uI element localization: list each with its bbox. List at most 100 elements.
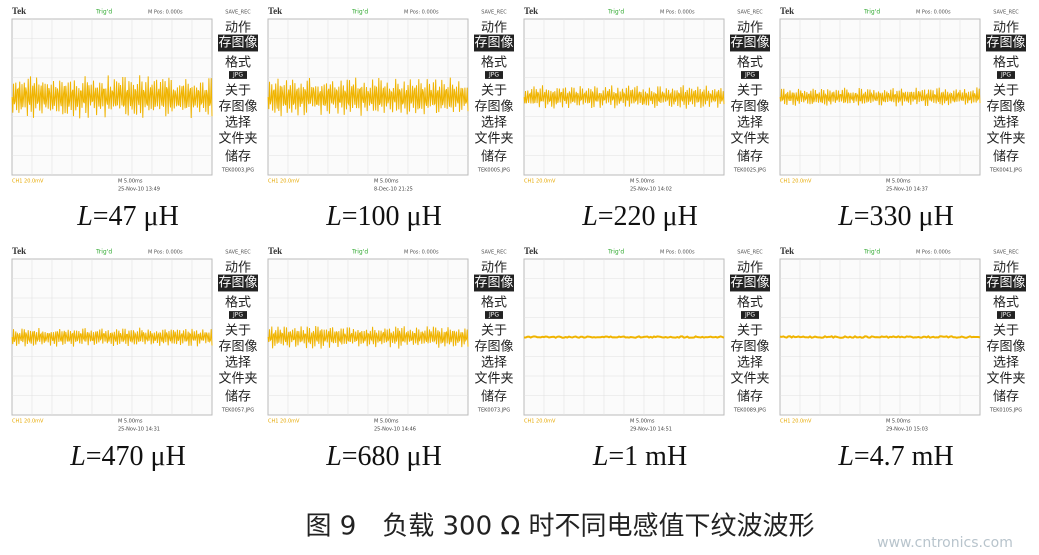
panel-label: L=100 μH xyxy=(325,201,442,232)
label-value: =470 μH xyxy=(86,441,186,472)
menu-highlight xyxy=(229,71,247,79)
date: 25-Nov-10 14:37 xyxy=(886,187,928,193)
menu-item: 储存 xyxy=(737,150,763,165)
menu-item: 文件夹 xyxy=(730,132,769,147)
menu-item: 存图像 xyxy=(218,340,257,355)
menu-item: 存图像 xyxy=(218,276,257,291)
label-value: =220 μH xyxy=(598,201,698,232)
file-name: TEK0005.JPG xyxy=(477,168,510,174)
menu-highlight xyxy=(730,34,770,52)
timebase: M 5.00ms xyxy=(630,419,655,425)
menu-item: 文件夹 xyxy=(730,372,769,387)
channel-info: CH1 20.0mV xyxy=(780,179,812,185)
scope-mpos: M Pos: 0.000s xyxy=(916,250,951,256)
menu-item: 格式 xyxy=(481,55,507,71)
label-variable: L xyxy=(592,441,609,472)
menu-item: 动作 xyxy=(993,261,1019,276)
menu-item: 动作 xyxy=(225,21,251,36)
scope-trig: Trig'd xyxy=(607,249,624,256)
panel-label: L=47 μH xyxy=(76,201,179,232)
menu-item: 储存 xyxy=(737,390,763,405)
waveform xyxy=(779,335,981,339)
menu-item: 格式 xyxy=(737,55,763,71)
menu-item: 动作 xyxy=(737,261,763,276)
menu-item: 存图像 xyxy=(218,100,257,115)
menu-highlight xyxy=(997,311,1015,319)
menu-item: 存图像 xyxy=(730,276,769,291)
caption: 图 9 负载 300 Ω 时不同电感值下纹波波形 xyxy=(305,512,814,542)
menu-item: 文件夹 xyxy=(986,132,1025,147)
panel-label: L=680 μH xyxy=(325,441,442,472)
menu-item: 储存 xyxy=(481,390,507,405)
menu-item: JPG xyxy=(744,312,755,319)
menu-highlight xyxy=(997,71,1015,79)
scope-trig: Trig'd xyxy=(95,249,112,256)
scope-trig: Trig'd xyxy=(863,9,880,16)
channel-info: CH1 20.0mV xyxy=(12,419,44,425)
menu-item: 关于 xyxy=(737,84,763,99)
menu-highlight xyxy=(474,34,514,52)
menu-item: 存图像 xyxy=(986,340,1025,355)
menu-item: 关于 xyxy=(225,84,251,99)
file-name: TEK0003.JPG xyxy=(221,168,254,174)
menu-highlight xyxy=(474,274,514,292)
menu-item: 关于 xyxy=(481,84,507,99)
menu-item: 动作 xyxy=(993,21,1019,36)
timebase: M 5.00ms xyxy=(886,419,911,425)
menu-item: 文件夹 xyxy=(474,372,513,387)
menu-highlight xyxy=(218,34,258,52)
menu-item: 格式 xyxy=(737,295,763,311)
menu-item: 动作 xyxy=(225,261,251,276)
scope-save: SAVE_REC xyxy=(737,250,763,256)
menu-highlight xyxy=(741,71,759,79)
scope-mpos: M Pos: 0.000s xyxy=(148,10,183,16)
scope-trig: Trig'd xyxy=(863,249,880,256)
label-variable: L xyxy=(325,201,342,232)
menu-item: 格式 xyxy=(481,295,507,311)
scope-brand: Tek xyxy=(12,6,26,16)
scope-mpos: M Pos: 0.000s xyxy=(660,10,695,16)
menu-item: 关于 xyxy=(993,324,1019,339)
scope-brand: Tek xyxy=(524,6,538,16)
file-name: TEK0025.JPG xyxy=(733,168,766,174)
menu-item: 储存 xyxy=(225,390,251,405)
panel-label: L=330 μH xyxy=(837,201,954,232)
menu-item: 存图像 xyxy=(218,36,257,51)
menu-item: 格式 xyxy=(225,55,251,71)
scope-mpos: M Pos: 0.000s xyxy=(404,10,439,16)
timebase: M 5.00ms xyxy=(886,179,911,185)
menu-item: 选择 xyxy=(993,356,1019,371)
menu-highlight xyxy=(730,274,770,292)
scope-trig: Trig'd xyxy=(607,9,624,16)
file-name: TEK0073.JPG xyxy=(477,408,510,414)
menu-highlight xyxy=(741,311,759,319)
scope-save: SAVE_REC xyxy=(481,10,507,16)
waveform xyxy=(779,87,981,107)
label-value: =4.7 mH xyxy=(854,441,954,472)
label-value: =100 μH xyxy=(342,201,442,232)
scope-mpos: M Pos: 0.000s xyxy=(660,250,695,256)
waveform xyxy=(267,325,469,349)
menu-item: 存图像 xyxy=(474,36,513,51)
scope-mpos: M Pos: 0.000s xyxy=(404,250,439,256)
waveform xyxy=(11,75,213,119)
date: 8-Dec-10 21:25 xyxy=(374,187,413,193)
menu-item: 存图像 xyxy=(986,36,1025,51)
channel-info: CH1 20.0mV xyxy=(524,419,556,425)
menu-item: 存图像 xyxy=(986,100,1025,115)
panel-label: L=4.7 mH xyxy=(837,441,953,472)
menu-item: 选择 xyxy=(481,116,507,131)
label-variable: L xyxy=(69,441,86,472)
scope-save: SAVE_REC xyxy=(481,250,507,256)
menu-item: 存图像 xyxy=(986,276,1025,291)
label-value: =680 μH xyxy=(342,441,442,472)
file-name: TEK0041.JPG xyxy=(989,168,1022,174)
label-variable: L xyxy=(325,441,342,472)
label-value: =1 mH xyxy=(608,441,687,472)
channel-info: CH1 20.0mV xyxy=(268,419,300,425)
menu-item: 文件夹 xyxy=(218,132,257,147)
scope-trig: Trig'd xyxy=(351,9,368,16)
menu-item: 动作 xyxy=(481,21,507,36)
scope-brand: Tek xyxy=(780,246,794,256)
menu-item: JPG xyxy=(1000,72,1011,79)
